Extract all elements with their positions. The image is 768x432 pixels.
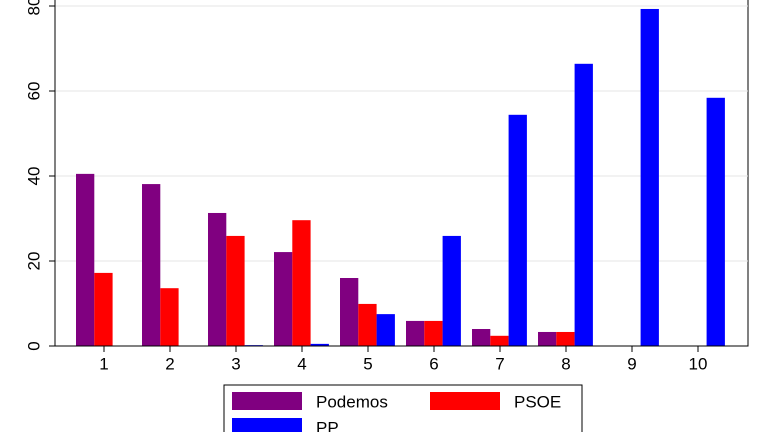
bar <box>376 314 395 346</box>
x-tick-label: 9 <box>627 354 636 373</box>
x-tick-label: 8 <box>561 354 570 373</box>
legend-swatch <box>430 392 500 410</box>
x-tick-label: 4 <box>297 354 306 373</box>
x-tick-label: 2 <box>165 354 174 373</box>
bar <box>340 278 359 346</box>
y-tick-label: 60 <box>24 82 43 101</box>
bar <box>310 343 329 346</box>
bar <box>538 331 557 346</box>
bar <box>490 335 509 346</box>
bar <box>508 114 527 346</box>
bar <box>142 184 161 346</box>
y-tick-label: 80 <box>24 0 43 15</box>
y-tick-label: 20 <box>24 252 43 271</box>
x-tick-label: 3 <box>231 354 240 373</box>
bar <box>76 173 95 346</box>
bar <box>442 235 461 346</box>
bar <box>208 212 227 346</box>
x-tick-label: 1 <box>99 354 108 373</box>
bar <box>472 329 491 346</box>
legend-swatch <box>232 392 302 410</box>
bar <box>226 235 245 346</box>
x-tick-label: 10 <box>689 354 708 373</box>
bar <box>640 8 659 346</box>
bar <box>424 320 443 346</box>
y-tick-label: 40 <box>24 167 43 186</box>
bar <box>574 63 593 347</box>
bar <box>160 288 179 346</box>
bar <box>358 303 377 346</box>
bar <box>706 97 725 346</box>
bar <box>274 252 293 346</box>
y-tick-label: 0 <box>24 341 43 350</box>
legend-label: PP <box>316 418 339 432</box>
bar <box>94 272 113 346</box>
legend-swatch <box>232 418 302 432</box>
legend-label: PSOE <box>514 392 561 411</box>
legend-label: Podemos <box>316 392 388 411</box>
x-tick-label: 6 <box>429 354 438 373</box>
bar <box>292 220 311 346</box>
x-tick-label: 5 <box>363 354 372 373</box>
x-tick-label: 7 <box>495 354 504 373</box>
bar <box>556 331 575 346</box>
bar <box>406 320 425 346</box>
